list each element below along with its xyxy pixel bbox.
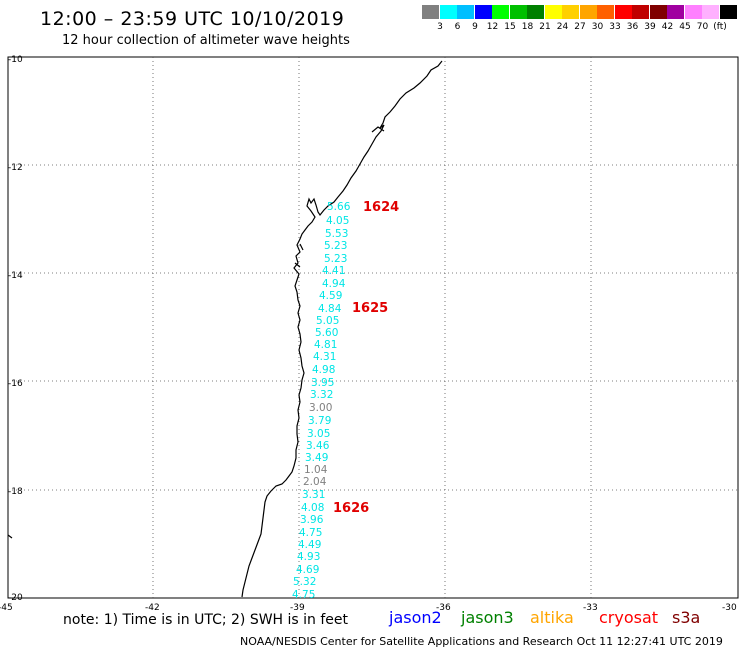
wave-height-value: 4.69: [296, 564, 320, 576]
footer-note: note: 1) Time is in UTC; 2) SWH is in fe…: [63, 612, 349, 628]
color-scale-tick-label: 33: [609, 22, 621, 32]
color-scale-tick-label: 6: [454, 22, 461, 32]
color-swatch: [614, 5, 632, 19]
wave-height-value: 3.31: [302, 489, 326, 501]
satellite-legend-item: jason3: [461, 608, 514, 627]
color-swatch: [509, 5, 527, 19]
color-scale-tick-label: 9: [472, 22, 478, 32]
color-scale-tick-label: 12: [486, 22, 499, 32]
wave-height-value: 4.08: [301, 502, 325, 514]
wave-height-value: 5.05: [316, 315, 340, 327]
color-swatch: [544, 5, 562, 19]
x-axis-label: -30: [722, 603, 737, 613]
wave-height-value: 4.94: [322, 278, 346, 290]
color-scale-tick-label: 45: [679, 22, 691, 32]
color-swatch: [719, 5, 737, 19]
satellite-legend-item: s3a: [672, 608, 701, 627]
color-scale-tick-label: 18: [521, 22, 534, 32]
wave-height-value: 4.59: [319, 290, 343, 302]
wave-height-value: 3.96: [300, 514, 324, 526]
wave-height-value: 4.81: [314, 339, 338, 351]
wave-height-value: 4.31: [313, 351, 337, 363]
color-swatch: [684, 5, 702, 19]
wave-height-value: 5.66: [327, 201, 351, 213]
y-axis-label: -10: [8, 55, 23, 65]
wave-height-value: 3.32: [310, 389, 334, 401]
color-scale-tick-label: 3: [437, 22, 443, 32]
wave-height-value: 4.05: [326, 215, 350, 227]
wave-height-value: 4.84: [318, 303, 342, 315]
wave-height-value: 2.04: [303, 476, 327, 488]
color-scale-tick-label: 24: [556, 22, 569, 32]
x-axis-label: -39: [290, 603, 305, 613]
page-title: 12:00 – 23:59 UTC 10/10/2019: [40, 8, 345, 30]
color-scale-tick-label: 70: [696, 22, 709, 32]
pass-number-label: 1625: [352, 301, 389, 316]
wave-height-value: 5.53: [325, 228, 349, 240]
color-swatch: [439, 5, 457, 19]
color-scale-tick-label: 30: [591, 22, 604, 32]
wave-height-value: 3.95: [311, 377, 335, 389]
color-swatch: [632, 5, 649, 19]
wave-height-value: 4.41: [322, 265, 346, 277]
coastline-detail: [7, 126, 385, 539]
satellite-legend-item: cryosat: [599, 608, 659, 627]
wave-height-value: 4.75: [292, 589, 316, 601]
wave-height-value: 4.75: [299, 527, 323, 539]
page-subtitle: 12 hour collection of altimeter wave hei…: [62, 33, 350, 48]
y-axis-label: -16: [8, 379, 23, 389]
footer-credit: NOAA/NESDIS Center for Satellite Applica…: [240, 635, 723, 648]
y-axis-label: -18: [8, 487, 23, 497]
x-axis-label: -36: [436, 603, 451, 613]
y-axis-label: -14: [8, 271, 23, 281]
color-swatch: [579, 5, 597, 19]
wave-height-value: 3.00: [309, 402, 333, 414]
wave-height-value: 3.49: [305, 452, 329, 464]
color-scale-tick-label: 39: [644, 22, 656, 32]
color-swatch: [492, 5, 509, 19]
color-scale-tick-label: 15: [504, 22, 516, 32]
wave-height-value: 5.23: [324, 253, 348, 265]
color-scale-tick-label: 27: [574, 22, 586, 32]
wave-height-value: 4.98: [312, 364, 336, 376]
wave-height-value: 3.46: [306, 440, 330, 452]
wave-height-value: 5.60: [315, 327, 339, 339]
color-swatch: [474, 5, 492, 19]
pass-number-label: 1626: [333, 501, 370, 516]
plot-frame: [7, 56, 739, 599]
y-axis-label: -20: [8, 593, 23, 603]
color-swatch: [562, 5, 579, 19]
coastline: [241, 60, 443, 598]
color-scale-tick-label: 42: [661, 22, 674, 32]
x-axis-label: -42: [145, 603, 160, 613]
grid-lines: [8, 57, 738, 598]
wave-height-value: 5.32: [293, 576, 317, 588]
color-swatch: [422, 5, 439, 19]
color-swatch: [667, 5, 684, 19]
x-axis-label: -33: [583, 603, 598, 613]
satellite-legend-item: jason2: [389, 608, 442, 627]
color-swatch: [649, 5, 667, 19]
color-scale-tick-label: 36: [626, 22, 639, 32]
color-swatch: [527, 5, 544, 19]
color-swatch: [597, 5, 614, 19]
y-axis-label: -12: [8, 163, 23, 173]
color-scale-tick-label: 21: [539, 22, 551, 32]
x-axis-label: -45: [0, 603, 13, 613]
wave-height-value: 4.49: [298, 539, 322, 551]
satellite-legend-item: altika: [530, 608, 574, 627]
wave-height-value: 3.05: [307, 428, 331, 440]
color-swatch: [457, 5, 474, 19]
color-swatch: [702, 5, 719, 19]
wave-height-value: 4.93: [297, 551, 321, 563]
pass-number-label: 1624: [363, 200, 400, 215]
wave-height-value: 1.04: [304, 464, 328, 476]
wave-height-value: 3.79: [308, 415, 332, 427]
wave-height-value: 5.23: [324, 240, 348, 252]
color-scale-tick-label: (ft): [713, 22, 727, 32]
